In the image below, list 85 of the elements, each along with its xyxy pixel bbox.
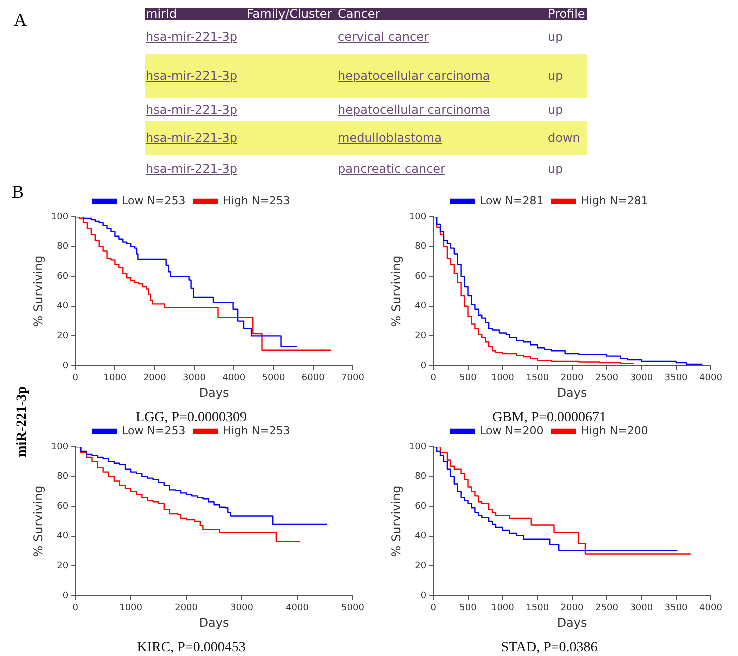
- x-tick-label: 3000: [230, 604, 254, 614]
- category-label: mirId: [145, 7, 178, 21]
- y-tick-label: 40: [57, 532, 69, 542]
- y-tick-label: 40: [57, 302, 69, 312]
- x-tick-label: 2000: [143, 374, 167, 384]
- x-tick-label: 3000: [630, 604, 654, 614]
- y-tick-label: 0: [420, 361, 427, 372]
- category-label: Cancer: [337, 7, 382, 21]
- x-tick-label: 7000: [342, 374, 365, 384]
- category-label: Profile: [547, 7, 586, 21]
- text: LGG, P=0.0000309: [136, 410, 247, 426]
- x-tick-label: 4000: [222, 374, 246, 384]
- y-tick-label: 80: [57, 242, 69, 252]
- x-tick-label: 0: [430, 374, 437, 384]
- x-tick-label: 3000: [183, 374, 206, 384]
- y-tick-label: 0: [62, 361, 69, 372]
- legend-label: Low N=253: [122, 424, 186, 438]
- x-tick-label: 1500: [526, 604, 550, 614]
- x-axis-title: Days: [199, 386, 230, 400]
- x-tick-label: 3500: [664, 604, 688, 614]
- y-tick-label: 100: [409, 442, 427, 452]
- x-tick-label: 500: [460, 374, 478, 384]
- y-tick-label: 80: [415, 242, 427, 252]
- legend-label: High N=253: [223, 424, 290, 438]
- legend-label: High N=200: [581, 424, 648, 438]
- x-tick-label: 2500: [596, 604, 619, 614]
- y-tick-label: 60: [57, 502, 69, 512]
- y-tick-label: 60: [415, 502, 427, 512]
- text: A: [14, 10, 27, 31]
- x-tick-label: 4000: [700, 374, 723, 384]
- x-tick-label: 1000: [120, 604, 143, 614]
- x-tick-label: 0: [72, 374, 79, 384]
- legend-label: High N=253: [223, 194, 290, 208]
- y-tick-label: 100: [51, 212, 69, 222]
- y-tick-label: 80: [57, 472, 69, 482]
- x-tick-label: 5000: [342, 604, 365, 614]
- x-tick-label: 0: [72, 604, 79, 614]
- y-tick-label: 0: [62, 591, 69, 602]
- x-tick-label: 4000: [700, 604, 723, 614]
- table-row-shading: hsa-mir-221-3p hepatocellular carcinoma up: [145, 98, 587, 121]
- x-tick-label: 1000: [491, 374, 515, 384]
- x-tick-label: 3500: [664, 374, 688, 384]
- x-axis-title: Days: [557, 386, 588, 400]
- table-row-shading: hsa-mir-221-3p cervical cancer up: [145, 20, 587, 54]
- y-axis-title: % Surviving: [31, 256, 46, 328]
- x-tick-label: 0: [430, 604, 437, 614]
- x-tick-label: 2000: [560, 374, 584, 384]
- x-tick-label: 5000: [262, 374, 286, 384]
- text: miR-221-3p: [15, 386, 31, 460]
- x-tick-label: 2500: [596, 374, 619, 384]
- text: STAD, P=0.0386: [501, 640, 598, 656]
- category-label: Family/Cluster: [246, 7, 334, 21]
- text: KIRC, P=0.000453: [137, 640, 246, 656]
- y-tick-label: 0: [420, 591, 427, 602]
- legend-label: Low N=281: [480, 194, 544, 208]
- y-tick-label: 60: [415, 272, 427, 282]
- x-tick-label: 4000: [286, 604, 310, 614]
- y-tick-label: 20: [57, 332, 69, 342]
- x-tick-label: 3000: [630, 374, 654, 384]
- x-tick-label: 1000: [104, 374, 127, 384]
- legend-label: High N=281: [581, 194, 648, 208]
- x-tick-label: 1000: [491, 604, 515, 614]
- x-axis-title: Days: [557, 616, 588, 630]
- x-tick-label: 1500: [526, 374, 550, 384]
- y-tick-label: 20: [415, 562, 427, 572]
- text: GBM, P=0.0000671: [492, 410, 607, 426]
- y-tick-label: 40: [415, 302, 427, 312]
- y-tick-label: 20: [415, 332, 427, 342]
- y-tick-label: 100: [51, 442, 69, 452]
- x-axis-title: Days: [199, 616, 230, 630]
- y-tick-label: 80: [415, 472, 427, 482]
- y-axis-title: % Surviving: [389, 256, 404, 328]
- legend-label: Low N=200: [480, 424, 544, 438]
- text: B: [12, 182, 24, 203]
- x-tick-label: 2000: [560, 604, 584, 614]
- legend-label: Low N=253: [122, 194, 186, 208]
- y-axis-title: % Surviving: [389, 486, 404, 558]
- y-tick-label: 60: [57, 272, 69, 282]
- y-axis-title: % Surviving: [31, 486, 46, 558]
- y-tick-label: 100: [409, 212, 427, 222]
- x-tick-label: 2000: [175, 604, 198, 614]
- y-tick-label: 20: [57, 562, 69, 572]
- x-tick-label: 6000: [302, 374, 326, 384]
- x-tick-label: 500: [460, 604, 478, 614]
- y-tick-label: 40: [415, 532, 427, 542]
